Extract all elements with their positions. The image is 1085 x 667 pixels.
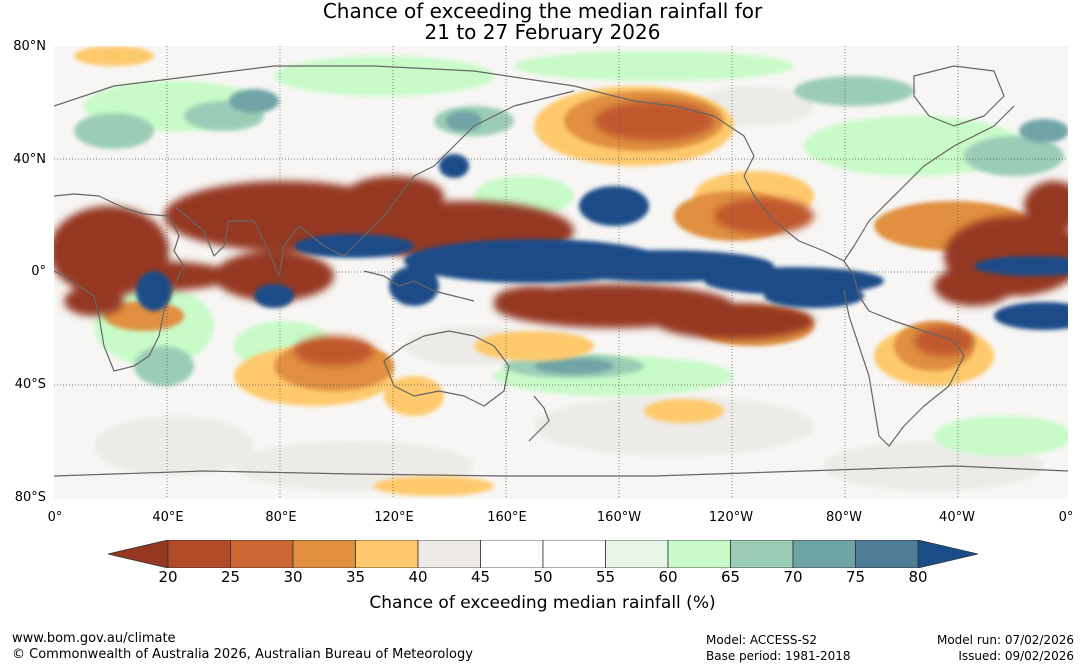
colorbar-segment [167, 540, 231, 568]
colorbar-tick-label: 35 [345, 568, 366, 586]
lon-label-120w: 120°W [708, 510, 754, 525]
colorbar-tick-label: 45 [470, 568, 491, 586]
lat-label-equator: 0° [31, 264, 46, 279]
colorbar-segment [605, 540, 669, 568]
colorbar-tick-label: 55 [595, 568, 616, 586]
colorbar [108, 540, 978, 568]
colorbar-segment [230, 540, 294, 568]
very-dry-regions [54, 176, 1068, 339]
lon-label-80w: 80°W [826, 510, 862, 525]
colorbar-tick-label: 75 [845, 568, 866, 586]
colorbar-tick-label: 60 [658, 568, 678, 586]
issued-text: Issued: 09/02/2026 [958, 649, 1074, 663]
colorbar-tick-label: 80 [908, 568, 928, 586]
colorbar-segments [108, 540, 978, 568]
lat-label-40s: 40°S [14, 377, 46, 392]
colorbar-tick-label: 70 [783, 568, 803, 586]
colorbar-extend-high [917, 540, 978, 568]
colorbar-segment [292, 540, 356, 568]
colorbar-tick-label: 20 [158, 568, 178, 586]
map-title-line-2: 21 to 27 February 2026 [424, 20, 661, 44]
lon-label-0-east: 0° [1058, 510, 1074, 525]
colorbar-label: Chance of exceeding median rainfall (%) [369, 593, 716, 613]
colorbar-segment [417, 540, 481, 568]
colorbar-segment [542, 540, 606, 568]
colorbar-segment [480, 540, 544, 568]
website-text: www.bom.gov.au/climate [12, 631, 176, 646]
colorbar-segment [355, 540, 419, 568]
colorbar-extend-low [108, 540, 169, 568]
colorbar-segment [855, 540, 919, 568]
model-text: Model: ACCESS-S2 [706, 633, 818, 647]
lon-label-160e: 160°E [487, 510, 527, 525]
colorbar-tick-label: 30 [283, 568, 303, 586]
colorbar-tick-label: 65 [720, 568, 741, 586]
coastlines [54, 65, 1068, 477]
rainfall-probability-map [54, 46, 1068, 499]
colorbar-tick-label: 25 [220, 568, 241, 586]
dry-strong-regions [294, 101, 974, 366]
map-title-line-1: Chance of exceeding the median rainfall … [322, 0, 763, 23]
lat-label-80n: 80°N [13, 39, 46, 54]
lon-label-160w: 160°W [596, 510, 642, 525]
wet-strong-regions [229, 89, 1068, 374]
colorbar-segment [730, 540, 794, 568]
lon-label-40e: 40°E [152, 510, 184, 525]
colorbar-segment [792, 540, 856, 568]
colorbar-tick-label: 40 [408, 568, 428, 586]
lat-label-40n: 40°N [13, 152, 46, 167]
copyright-text: © Commonwealth of Australia 2026, Austra… [12, 647, 473, 662]
model-run-text: Model run: 07/02/2026 [936, 633, 1074, 647]
lon-label-120e: 120°E [374, 510, 414, 525]
lon-label-80e: 80°E [265, 510, 297, 525]
lon-label-40w: 40°W [939, 510, 975, 525]
graticule [54, 46, 1068, 499]
lon-label-0-west: 0° [47, 510, 63, 525]
base-period-text: Base period: 1981-2018 [706, 649, 851, 663]
colorbar-tick-label: 50 [533, 568, 553, 586]
lat-label-80s: 80°S [14, 490, 46, 505]
colorbar-segment [667, 540, 731, 568]
